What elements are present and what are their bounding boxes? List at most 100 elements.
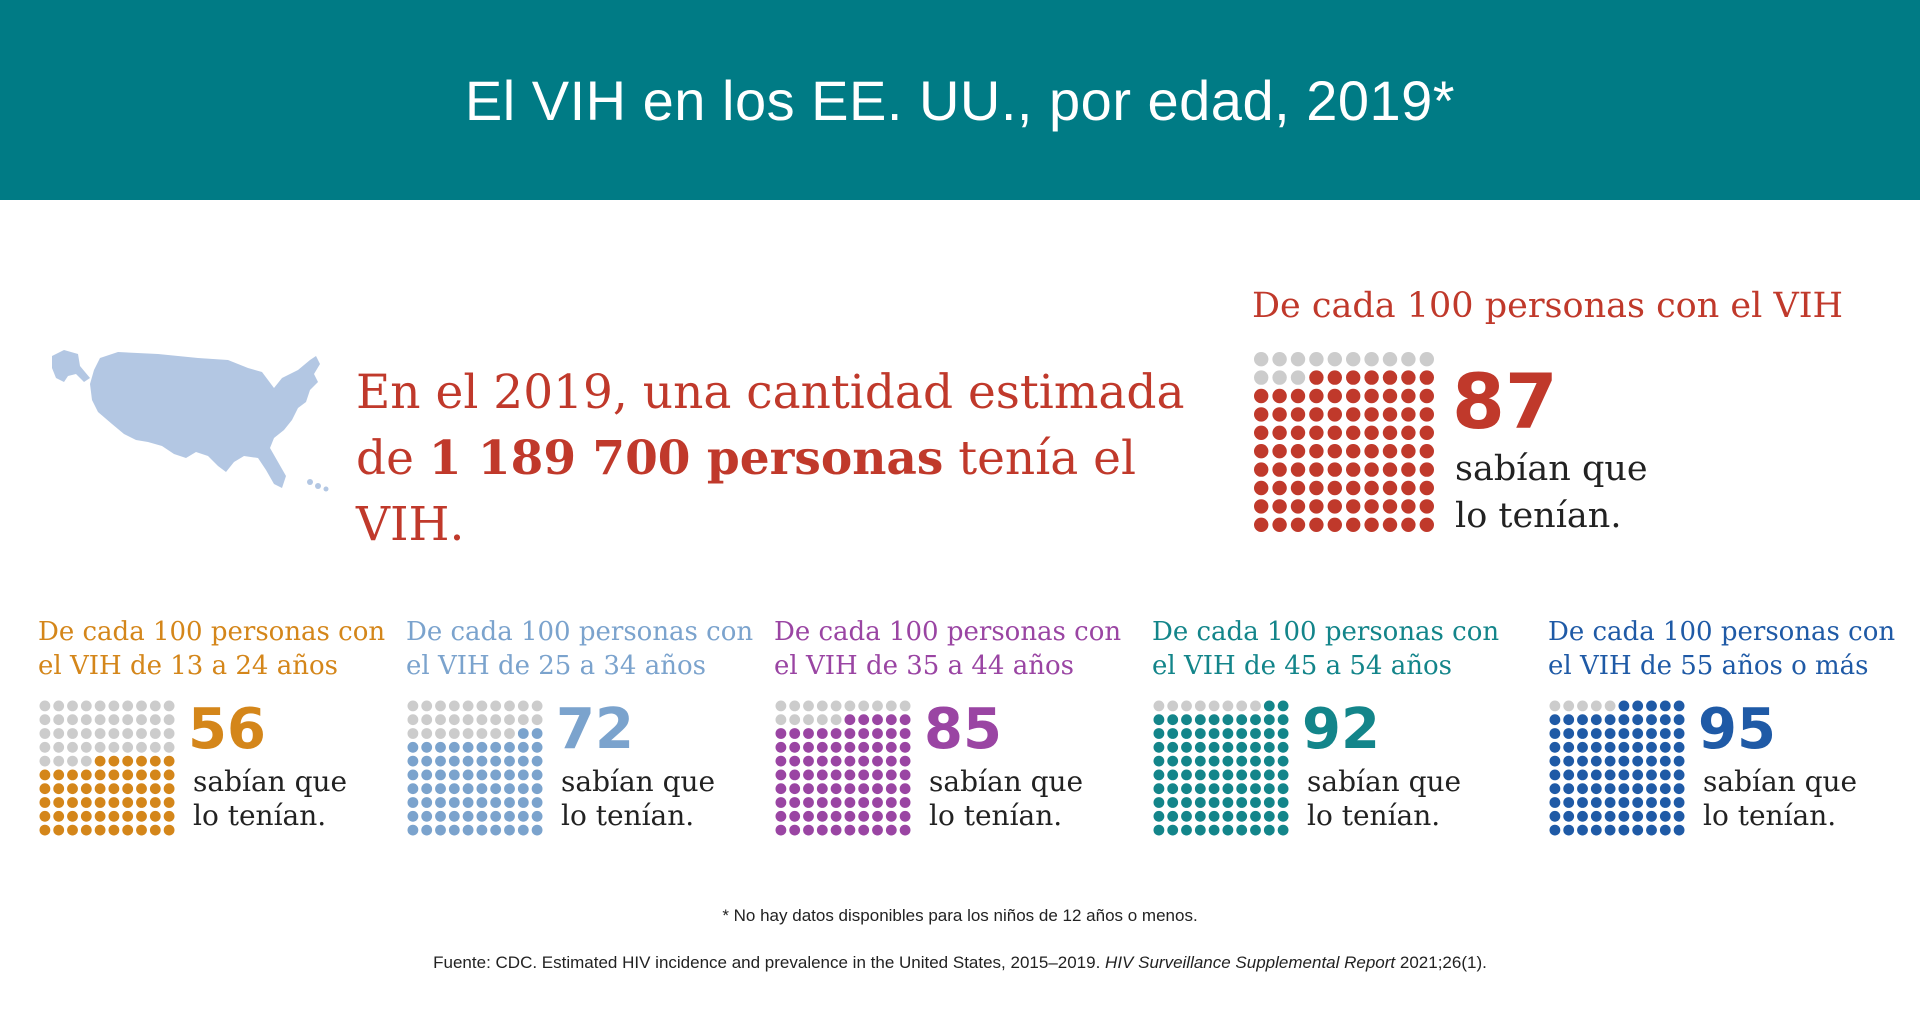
filled-dot bbox=[1327, 407, 1342, 422]
empty-dot bbox=[775, 714, 787, 726]
filled-dot bbox=[122, 769, 134, 781]
filled-dot bbox=[1277, 783, 1289, 795]
filled-dot bbox=[1646, 797, 1657, 808]
filled-dot bbox=[517, 728, 529, 739]
filled-dot bbox=[149, 755, 161, 767]
overall-caption: sabían que lo tenían. bbox=[1455, 446, 1648, 540]
filled-dot bbox=[39, 783, 51, 795]
filled-dot bbox=[1577, 714, 1588, 726]
filled-dot bbox=[53, 810, 65, 822]
filled-dot bbox=[421, 741, 433, 753]
age-group-heading-line-2: el VIH de 55 años o más bbox=[1548, 651, 1869, 681]
filled-dot bbox=[1327, 517, 1342, 532]
filled-dot bbox=[844, 783, 856, 795]
filled-dot bbox=[1236, 810, 1248, 822]
filled-dot bbox=[1309, 480, 1324, 496]
age-group-caption-line-2: lo tenían. bbox=[1703, 799, 1837, 832]
filled-dot bbox=[407, 824, 419, 836]
filled-dot bbox=[1563, 741, 1575, 753]
filled-dot bbox=[108, 769, 120, 781]
filled-dot bbox=[136, 797, 147, 808]
empty-dot bbox=[476, 700, 488, 712]
filled-dot bbox=[1250, 728, 1261, 739]
age-group-heading-line-2: el VIH de 25 a 34 años bbox=[406, 651, 706, 681]
filled-dot bbox=[1254, 407, 1269, 422]
filled-dot bbox=[1673, 741, 1685, 753]
filled-dot bbox=[816, 755, 828, 767]
filled-dot bbox=[1208, 769, 1220, 781]
filled-dot bbox=[1364, 517, 1379, 532]
filled-dot bbox=[490, 810, 502, 822]
filled-dot bbox=[1167, 797, 1179, 808]
source-prefix: Fuente: CDC. Estimated HIV incidence and… bbox=[433, 953, 1106, 972]
filled-dot bbox=[789, 769, 801, 781]
age-group-heading-line-1: De cada 100 personas con bbox=[1152, 617, 1500, 647]
filled-dot bbox=[1346, 388, 1361, 404]
filled-dot bbox=[1194, 728, 1206, 739]
filled-dot bbox=[1364, 462, 1379, 477]
filled-dot bbox=[1659, 728, 1671, 739]
empty-dot bbox=[407, 700, 419, 712]
filled-dot bbox=[1577, 741, 1588, 753]
filled-dot bbox=[1309, 425, 1324, 440]
filled-dot bbox=[830, 810, 842, 822]
filled-dot bbox=[1346, 499, 1361, 514]
empty-dot bbox=[421, 714, 433, 726]
filled-dot bbox=[1401, 425, 1416, 440]
filled-dot bbox=[1250, 755, 1261, 767]
empty-dot bbox=[1290, 352, 1306, 367]
filled-dot bbox=[1577, 755, 1588, 767]
filled-dot bbox=[1167, 824, 1179, 836]
filled-dot bbox=[1272, 444, 1287, 459]
filled-dot bbox=[1277, 797, 1289, 808]
filled-dot bbox=[517, 810, 529, 822]
filled-dot bbox=[448, 755, 460, 767]
age-group-caption: sabían que lo tenían. bbox=[1703, 765, 1857, 833]
filled-dot bbox=[830, 728, 842, 739]
filled-dot bbox=[1346, 407, 1361, 422]
empty-dot bbox=[1236, 700, 1248, 712]
filled-dot bbox=[858, 728, 870, 739]
filled-dot bbox=[1577, 824, 1588, 836]
filled-dot bbox=[1401, 480, 1416, 496]
empty-dot bbox=[830, 700, 842, 712]
empty-dot bbox=[816, 700, 828, 712]
filled-dot bbox=[1632, 728, 1644, 739]
filled-dot bbox=[1346, 444, 1361, 459]
filled-dot bbox=[830, 824, 842, 836]
filled-dot bbox=[1167, 783, 1179, 795]
filled-dot bbox=[1272, 462, 1287, 477]
filled-dot bbox=[504, 769, 515, 781]
age-group-caption: sabían que lo tenían. bbox=[1307, 765, 1461, 833]
filled-dot bbox=[163, 783, 175, 795]
filled-dot bbox=[94, 755, 106, 767]
age-group-caption-line-1: sabían que bbox=[1703, 765, 1858, 798]
filled-dot bbox=[789, 783, 801, 795]
filled-dot bbox=[1208, 783, 1220, 795]
filled-dot bbox=[1673, 769, 1685, 781]
empty-dot bbox=[830, 714, 842, 726]
filled-dot bbox=[1382, 517, 1398, 532]
filled-dot bbox=[1673, 728, 1685, 739]
filled-dot bbox=[1250, 714, 1261, 726]
filled-dot bbox=[1153, 824, 1165, 836]
empty-dot bbox=[504, 714, 515, 726]
source-journal: HIV Surveillance Supplemental Report bbox=[1105, 953, 1396, 972]
empty-dot bbox=[531, 714, 543, 726]
empty-dot bbox=[136, 714, 147, 726]
filled-dot bbox=[1263, 797, 1275, 808]
empty-dot bbox=[108, 714, 120, 726]
filled-dot bbox=[1604, 714, 1616, 726]
filled-dot bbox=[1236, 741, 1248, 753]
overall-caption-line-1: sabían que bbox=[1455, 449, 1648, 489]
filled-dot bbox=[1577, 728, 1588, 739]
filled-dot bbox=[149, 769, 161, 781]
filled-dot bbox=[1181, 810, 1192, 822]
filled-dot bbox=[1290, 388, 1306, 404]
empty-dot bbox=[421, 700, 433, 712]
filled-dot bbox=[789, 797, 801, 808]
age-group-dot-grid bbox=[1549, 700, 1685, 836]
filled-dot bbox=[1194, 824, 1206, 836]
filled-dot bbox=[1277, 755, 1289, 767]
age-group-heading: De cada 100 personas con el VIH de 35 a … bbox=[774, 615, 1144, 683]
